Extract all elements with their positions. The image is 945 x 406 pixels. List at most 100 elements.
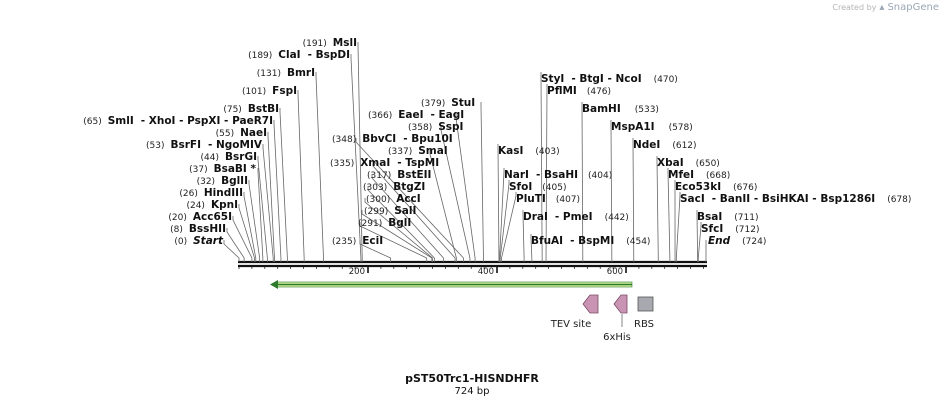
orf-arrow[interactable] xyxy=(270,280,633,289)
site-label-acc65i[interactable]: (20) Acc65I xyxy=(168,211,232,223)
credit-created-by: Created by xyxy=(832,3,877,12)
site-leader-line xyxy=(480,102,484,262)
plasmid-title: pST50Trc1-HISNDHFR xyxy=(405,372,539,385)
site-label-bsrgi[interactable]: (44) BsrGI xyxy=(201,151,257,163)
site-label-bsai[interactable]: BsaI (711) xyxy=(697,211,758,223)
site-label-ecii[interactable]: (235) EciI xyxy=(332,235,383,247)
site-leader-line xyxy=(497,144,500,262)
site-leader-line xyxy=(656,156,659,262)
feature-rbs[interactable]: RBS xyxy=(634,296,654,330)
ruler-tick-label: 400 xyxy=(478,267,494,277)
site-leader-line xyxy=(530,234,533,262)
site-label-bamhi[interactable]: BamHI (533) xyxy=(582,103,659,115)
site-label-kpni[interactable]: (24) KpnI xyxy=(186,199,238,211)
site-label-sali[interactable]: (299) SalI xyxy=(364,205,416,217)
site-label-fspi[interactable]: (101) FspI xyxy=(242,85,297,97)
site-label-kasi[interactable]: KasI (403) xyxy=(498,145,560,157)
site-label-bsabi[interactable]: (37) BsaBI * xyxy=(189,163,256,175)
site-leader-line xyxy=(315,72,324,262)
site-leader-line xyxy=(297,90,305,262)
site-label-sspi[interactable]: (358) SspI xyxy=(408,121,463,133)
site-leader-line xyxy=(455,114,476,262)
site-label-hindiii[interactable]: (26) HindIII xyxy=(179,187,243,199)
site-label-stui[interactable]: (379) StuI xyxy=(421,97,475,109)
site-leader-line xyxy=(372,162,456,262)
site-leader-line xyxy=(667,168,671,262)
ruler-tick-label: 200 xyxy=(349,267,365,277)
site-leader-line xyxy=(238,204,255,262)
feature-6xhis[interactable]: 6xHis xyxy=(603,294,631,343)
site-label-acci[interactable]: (300) AccI xyxy=(366,193,421,205)
site-label-ndei[interactable]: NdeI (612) xyxy=(633,139,697,151)
site-label-bfuai[interactable]: BfuAI - BspMI (454) xyxy=(531,235,650,247)
site-label-smai[interactable]: (337) SmaI xyxy=(388,145,448,157)
site-label-btgzi[interactable]: (303) BtgZI xyxy=(363,181,425,193)
site-label-bsrfi[interactable]: (53) BsrFI - NgoMIV xyxy=(146,139,263,151)
site-label-mfei[interactable]: MfeI (668) xyxy=(668,169,730,181)
site-leader-line xyxy=(248,180,261,262)
rbs-box-icon[interactable] xyxy=(637,296,654,312)
site-label-bsteii[interactable]: (317) BstEII xyxy=(367,169,431,181)
snapgene-logo-icon: ▴ xyxy=(879,2,885,13)
site-leader-line xyxy=(279,108,288,262)
site-label-bgli[interactable]: (291) BglI xyxy=(358,217,411,229)
site-leader-line xyxy=(522,210,525,262)
site-leader-line xyxy=(371,174,444,262)
site-leader-line xyxy=(359,240,391,262)
site-leader-line xyxy=(632,138,635,262)
site-label-nari[interactable]: NarI - BsaHI (404) xyxy=(504,169,612,181)
site-leader-line xyxy=(262,144,274,262)
rbs-label: RBS xyxy=(634,319,654,330)
site-leader-line xyxy=(367,186,435,262)
site-leader-line xyxy=(223,240,240,262)
site-label-drai[interactable]: DraI - PmeI (442) xyxy=(523,211,629,223)
site-label-pflmi[interactable]: PflMI (476) xyxy=(547,85,611,97)
site-label-eaei[interactable]: (366) EaeI - EagI xyxy=(368,109,464,121)
site-leader-line xyxy=(440,126,471,262)
site-leader-line xyxy=(273,120,282,262)
feature-tev-site[interactable]: TEV site xyxy=(550,294,599,330)
right-site-labels: KasI (403) NarI - BsaHI (404) SfoI (405) Plu… xyxy=(498,73,911,247)
his-tag-arrow-icon[interactable] xyxy=(613,294,628,314)
site-label-mspa1i[interactable]: MspA1I (578) xyxy=(611,121,693,133)
middle-site-labels: (235) EciI (291) BglI (299) SalI (300) AccI … xyxy=(330,97,475,247)
site-label-xbai[interactable]: XbaI (650) xyxy=(657,157,720,169)
ruler: 200 400 600 xyxy=(238,266,704,277)
site-label-end[interactable]: End (724) xyxy=(708,235,766,247)
site-leader-line xyxy=(545,84,548,262)
tev-site-arrow-icon[interactable] xyxy=(582,294,599,314)
site-leader-line xyxy=(610,120,613,262)
site-label-eco53ki[interactable]: Eco53kI (676) xyxy=(675,181,757,193)
site-leader-line xyxy=(355,138,464,262)
site-leader-line xyxy=(675,192,681,262)
site-leader-line xyxy=(364,198,433,262)
site-label-msli[interactable]: (191) MslI xyxy=(303,37,357,49)
site-label-bsshii[interactable]: (8) BssHII xyxy=(170,223,226,235)
site-leader-line xyxy=(361,210,433,262)
site-label-start[interactable]: (0) Start xyxy=(174,235,224,247)
site-leader-line xyxy=(499,168,505,262)
tev-site-label: TEV site xyxy=(550,319,592,330)
site-label-bstbi[interactable]: (75) BstBI xyxy=(223,103,279,115)
site-leader-line xyxy=(581,102,584,262)
site-label-smli[interactable]: (65) SmlI - XhoI - PspXI - PaeR7I xyxy=(83,115,273,127)
site-leader-line xyxy=(501,192,517,262)
site-label-sfoi[interactable]: SfoI (405) xyxy=(509,181,566,193)
site-label-pluti[interactable]: PluTI (407) xyxy=(516,193,580,205)
site-label-styi[interactable]: StyI - BtgI - NcoI (470) xyxy=(541,73,678,85)
site-label-bglii[interactable]: (32) BglII xyxy=(197,175,248,187)
site-label-naei[interactable]: (55) NaeI xyxy=(216,127,267,139)
left-site-labels: (0) Start (8) BssHII (20) Acc65I (24) KpnI (… xyxy=(83,37,357,247)
site-label-bbvci[interactable]: (348) BbvCI - Bpu10I xyxy=(332,133,453,145)
site-label-clai[interactable]: (189) ClaI - BspDI xyxy=(248,49,350,61)
plasmid-length: 724 bp xyxy=(455,386,490,397)
site-leader-line xyxy=(357,42,363,262)
site-leader-line xyxy=(257,168,264,262)
site-label-xmai[interactable]: (335) XmaI - TspMI xyxy=(330,157,439,169)
site-leader-line xyxy=(359,222,428,262)
site-leader-line xyxy=(697,222,702,262)
site-label-sfci[interactable]: SfcI (712) xyxy=(701,223,759,235)
site-label-saci[interactable]: SacI - BanII - BsiHKAI - Bsp1286I (678) xyxy=(680,193,911,205)
site-leader-line xyxy=(696,210,699,262)
site-label-bmri[interactable]: (131) BmrI xyxy=(257,67,315,79)
